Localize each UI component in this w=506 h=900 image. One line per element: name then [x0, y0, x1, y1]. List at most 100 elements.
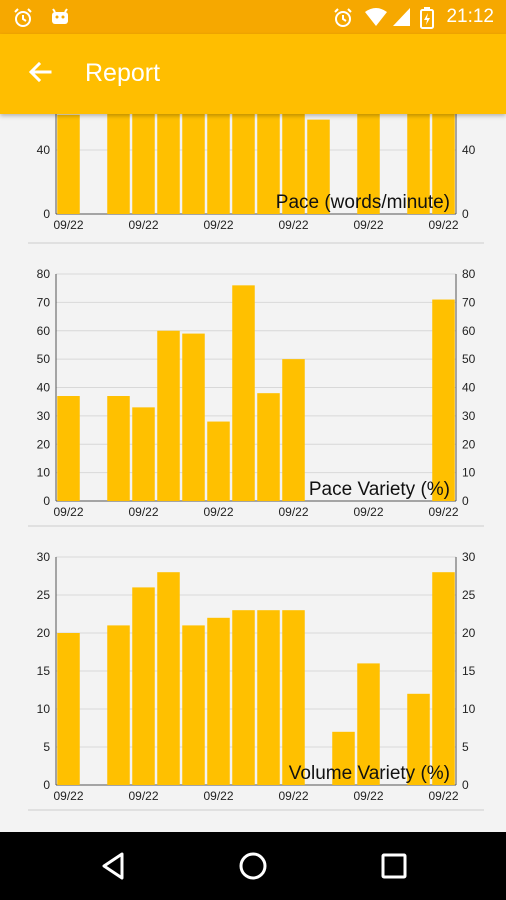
nav-back-button[interactable]: [94, 846, 134, 886]
bar: [432, 114, 455, 214]
bar: [107, 625, 130, 785]
bar: [207, 617, 230, 785]
status-bar: 21:12: [0, 0, 506, 34]
bar: [57, 396, 80, 501]
bar: [207, 114, 230, 214]
y-tick-label-right: 40: [462, 381, 476, 395]
x-tick-label: 09/22: [353, 505, 383, 519]
bar: [107, 114, 130, 214]
x-tick-label: 09/22: [203, 505, 233, 519]
pace-variety-chart: 0 0 10 10 20 20 30 30 40 40 50 50 60 60 70 70 80 80 09/22 0…: [37, 267, 476, 519]
x-tick-label: 09/22: [53, 218, 83, 232]
y-tick-label-left: 50: [37, 352, 51, 366]
back-triangle-icon: [102, 852, 124, 880]
volume-variety-chart: 0 0 5 5 10 10 15 15 20 20 25 25 30 30 09/22 09/22 09/22 0…: [37, 550, 476, 803]
x-tick-label: 09/22: [203, 789, 233, 803]
x-tick-label: 09/22: [278, 789, 308, 803]
wifi-icon: [364, 7, 388, 31]
android-icon: [50, 7, 70, 31]
y-tick-label-right: 30: [462, 409, 476, 423]
bar: [432, 572, 455, 785]
volume-variety-chart-card: 0 0 5 5 10 10 15 15 20 20 25 25 30 30 09/22 09/22 09/22 0…: [28, 545, 484, 811]
arrow-left-icon: [28, 61, 52, 83]
bar: [132, 114, 155, 214]
y-tick-label-left: 5: [43, 740, 50, 754]
bar: [182, 114, 205, 214]
x-tick-label: 09/22: [128, 789, 158, 803]
y-tick-label-left: 10: [37, 702, 51, 716]
bar: [232, 610, 255, 785]
bar: [232, 114, 255, 214]
bar: [407, 114, 430, 214]
x-tick-label: 09/22: [428, 789, 458, 803]
bar: [132, 407, 155, 501]
y-tick-label-left: 60: [37, 324, 51, 338]
x-tick-label: 09/22: [428, 218, 458, 232]
y-tick-label-right: 80: [462, 267, 476, 281]
bar: [57, 114, 80, 214]
y-tick-label-right: 40: [462, 143, 476, 157]
chart-title: Volume Variety (%): [289, 763, 450, 784]
y-tick-label-right: 0: [462, 207, 469, 221]
report-scroll-area[interactable]: 0 0 40 40 80 80 09/22 09/22 09/22 09/22 09/22 09/22…: [0, 114, 506, 832]
y-tick-label-right: 5: [462, 740, 469, 754]
bar: [332, 731, 355, 785]
x-tick-label: 09/22: [128, 505, 158, 519]
y-tick-label-left: 0: [43, 778, 50, 792]
nav-home-button[interactable]: [233, 846, 273, 886]
chart-divider: [28, 242, 484, 244]
nav-recents-button[interactable]: [374, 846, 414, 886]
page-title: Report: [85, 59, 161, 87]
chart-title: Pace Variety (%): [309, 479, 450, 500]
alarm-clock-icon: [12, 7, 34, 33]
y-tick-label-left: 0: [43, 494, 50, 508]
bar: [107, 396, 130, 501]
y-tick-label-left: 20: [37, 626, 51, 640]
bar: [357, 663, 380, 785]
navigation-bar: [0, 832, 506, 900]
bar: [357, 114, 380, 214]
y-tick-label-left: 40: [37, 143, 51, 157]
bar: [182, 625, 205, 785]
chart-divider: [28, 525, 484, 527]
back-button[interactable]: [22, 54, 58, 90]
x-tick-label: 09/22: [203, 218, 233, 232]
y-tick-label-left: 0: [43, 207, 50, 221]
bar: [207, 421, 230, 501]
y-tick-label-left: 15: [37, 664, 51, 678]
bar: [257, 393, 280, 501]
chart-divider: [28, 809, 484, 811]
y-tick-label-right: 25: [462, 588, 476, 602]
y-tick-label-right: 0: [462, 494, 469, 508]
x-tick-label: 09/22: [353, 218, 383, 232]
bar: [282, 359, 305, 501]
x-tick-label: 09/22: [53, 789, 83, 803]
bar: [57, 633, 80, 785]
bar: [282, 610, 305, 785]
recents-square-icon: [381, 853, 407, 879]
y-tick-label-right: 60: [462, 324, 476, 338]
bar: [157, 114, 180, 214]
y-tick-label-right: 10: [462, 702, 476, 716]
x-tick-label: 09/22: [53, 505, 83, 519]
y-tick-label-right: 15: [462, 664, 476, 678]
pace-chart: 004040808009/2209/2209/2209/2209/2209/22…: [37, 114, 476, 232]
y-tick-label-left: 10: [37, 466, 51, 480]
bar: [157, 572, 180, 785]
y-tick-label-right: 20: [462, 626, 476, 640]
y-tick-label-right: 10: [462, 466, 476, 480]
bar: [182, 333, 205, 501]
bar: [257, 610, 280, 785]
pace-chart-card: 004040808009/2209/2209/2209/2209/2209/22…: [28, 114, 484, 240]
bar: [282, 114, 305, 214]
x-tick-label: 09/22: [278, 505, 308, 519]
y-tick-label-right: 50: [462, 352, 476, 366]
status-time: 21:12: [446, 6, 494, 27]
battery-charging-icon: [420, 7, 434, 33]
x-tick-label: 09/22: [278, 218, 308, 232]
x-tick-label: 09/22: [428, 505, 458, 519]
bar: [157, 330, 180, 501]
y-tick-label-left: 25: [37, 588, 51, 602]
y-tick-label-left: 80: [37, 267, 51, 281]
y-tick-label-left: 20: [37, 437, 51, 451]
